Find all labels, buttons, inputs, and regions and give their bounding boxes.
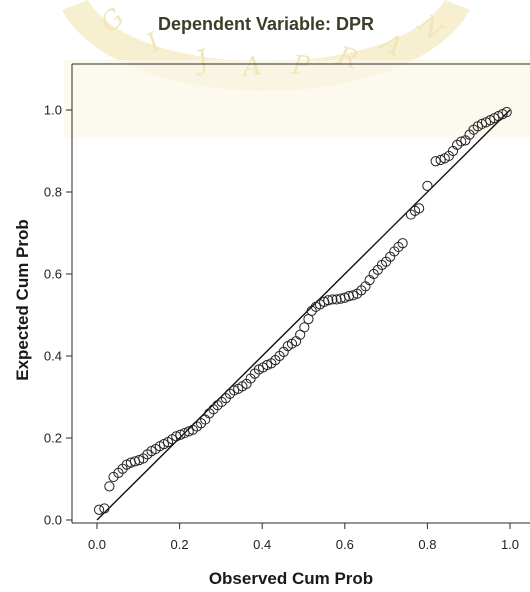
data-point (397, 238, 408, 249)
reference-line (96, 109, 511, 521)
x-axis-label: Observed Cum Prob (209, 569, 373, 588)
data-point (331, 294, 342, 305)
x-tick-label: 0.6 (336, 537, 354, 552)
chart-title: Dependent Variable: DPR (158, 14, 374, 34)
data-point (323, 295, 334, 306)
watermark-letter: A (239, 51, 263, 83)
data-point (414, 203, 425, 214)
x-tick-label: 0.2 (171, 537, 189, 552)
watermark-letter: P (290, 50, 312, 82)
data-point (299, 322, 310, 333)
watermark-lower-band (64, 60, 530, 138)
data-point (327, 294, 338, 305)
x-tick-label: 0.4 (253, 537, 271, 552)
y-axis-label: Expected Cum Prob (13, 219, 32, 381)
y-tick-label: 0.0 (44, 513, 62, 528)
x-axis-ticks: 0.0 0.2 0.4 0.6 0.8 1.0 (88, 523, 519, 552)
plot-area: 0.0 0.2 0.4 0.6 0.8 1.0 0.0 0.2 0.4 0.6 0.8 1.0 (44, 63, 530, 552)
x-tick-label: 0.8 (418, 537, 436, 552)
y-tick-label: 1.0 (44, 103, 62, 118)
data-points (93, 106, 512, 515)
data-point (104, 481, 115, 492)
y-tick-label: 0.6 (44, 267, 62, 282)
x-tick-label: 0.0 (88, 537, 106, 552)
data-point (430, 156, 441, 167)
y-axis-ticks: 0.0 0.2 0.4 0.6 0.8 1.0 (44, 103, 72, 528)
data-point (422, 180, 433, 191)
data-point (93, 504, 105, 515)
x-tick-label: 1.0 (501, 537, 519, 552)
data-point (99, 503, 110, 514)
data-point (456, 136, 467, 147)
y-tick-label: 0.4 (44, 349, 62, 364)
watermark-seal: GIJ A P R A N (62, 0, 530, 138)
data-point (501, 106, 512, 118)
y-tick-label: 0.8 (44, 185, 62, 200)
y-tick-label: 0.2 (44, 431, 62, 446)
